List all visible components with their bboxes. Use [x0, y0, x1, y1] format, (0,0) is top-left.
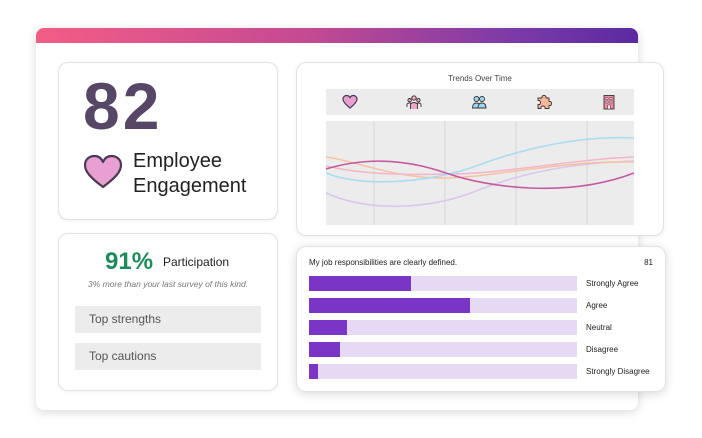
- engagement-score: 82: [83, 69, 163, 143]
- heart-icon[interactable]: [342, 94, 358, 110]
- trends-title: Trends Over Time: [448, 74, 512, 83]
- response-bar-fill: [309, 364, 319, 379]
- top-cautions-button[interactable]: Top cautions: [75, 343, 261, 370]
- people-icon[interactable]: [471, 94, 487, 110]
- engagement-label-line2: Engagement: [133, 175, 247, 197]
- trend-line-blue: [326, 136, 634, 183]
- trend-icon-bar: [326, 89, 634, 115]
- response-bar-fill: [309, 298, 470, 313]
- response-bar-fill: [309, 320, 347, 335]
- participation-card: 91% Participation 3% more than your last…: [58, 233, 278, 391]
- response-label: Disagree: [586, 345, 619, 354]
- trend-line-magenta: [326, 160, 634, 190]
- participation-percent: 91%: [105, 248, 154, 275]
- response-count: 81: [644, 258, 653, 267]
- response-bar: [309, 298, 577, 313]
- building-icon[interactable]: [601, 94, 617, 110]
- question-text: My job responsibilities are clearly defi…: [309, 258, 458, 267]
- team-icon[interactable]: [406, 94, 422, 110]
- response-bar-fill: [309, 342, 340, 357]
- puzzle-icon[interactable]: [536, 94, 552, 110]
- engagement-label-line1: Employee: [133, 150, 222, 172]
- response-bar: [309, 364, 577, 379]
- heart-icon: [83, 154, 123, 189]
- response-bar: [309, 276, 577, 291]
- engagement-card: 82 Employee Engagement: [58, 62, 278, 220]
- participation-label: Participation: [163, 255, 230, 269]
- trend-plot: [326, 121, 634, 225]
- question-card: My job responsibilities are clearly defi…: [296, 246, 666, 392]
- top-gradient-bar: [36, 28, 638, 43]
- trend-line-pink: [326, 156, 634, 176]
- top-strengths-button[interactable]: Top strengths: [75, 306, 261, 333]
- engagement-label: Employee Engagement: [133, 149, 246, 199]
- response-bar-fill: [309, 276, 411, 291]
- response-label: Strongly Agree: [586, 279, 639, 288]
- response-bar: [309, 320, 577, 335]
- response-bar: [309, 342, 577, 357]
- participation-comparison: 3% more than your last survey of this ki…: [87, 279, 249, 289]
- response-label: Strongly Disagree: [586, 367, 650, 376]
- response-label: Agree: [586, 301, 608, 310]
- trend-line-lavender: [326, 160, 634, 208]
- trends-card: Trends Over Time: [296, 62, 664, 236]
- response-label: Neutral: [586, 323, 612, 332]
- trend-plot-svg: [326, 121, 634, 225]
- trend-line-peach: [326, 156, 634, 179]
